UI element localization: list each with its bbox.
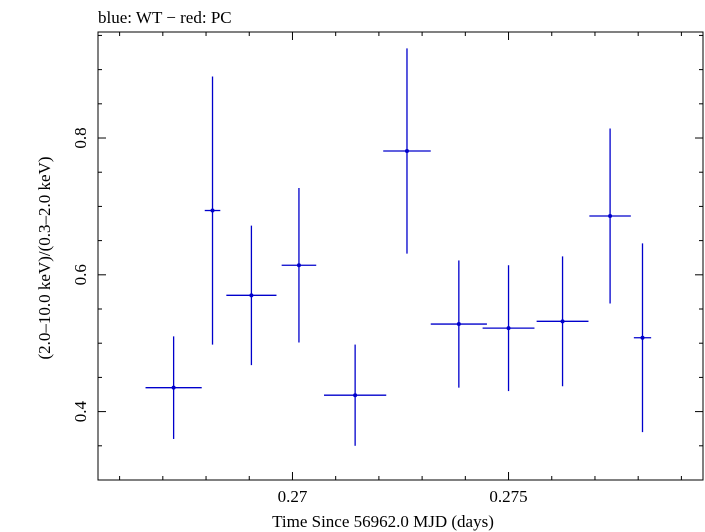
- point-marker: [249, 293, 254, 298]
- y-tick-label: 0.6: [71, 264, 90, 285]
- data-marks: [145, 48, 652, 446]
- data-point: [536, 256, 589, 387]
- x-axis-label: Time Since 56962.0 MJD (days): [272, 512, 494, 531]
- data-point: [226, 225, 277, 366]
- data-point: [204, 76, 221, 345]
- point-marker: [171, 385, 176, 390]
- data-point: [324, 344, 387, 446]
- data-point: [145, 336, 202, 439]
- point-marker: [608, 213, 613, 218]
- data-point: [482, 265, 535, 392]
- x-tick-label: 0.27: [278, 487, 308, 506]
- point-marker: [210, 208, 215, 213]
- point-marker: [560, 319, 565, 324]
- point-marker: [353, 393, 358, 398]
- data-point: [430, 260, 487, 388]
- chart-title: blue: WT − red: PC: [98, 8, 232, 27]
- y-axis-label: (2.0–10.0 keV)/(0.3–2.0 keV): [35, 156, 54, 359]
- point-marker: [404, 149, 409, 154]
- data-point: [589, 128, 631, 304]
- point-marker: [456, 322, 461, 327]
- point-marker: [506, 326, 511, 331]
- data-point: [383, 48, 431, 254]
- x-tick-label: 0.275: [489, 487, 527, 506]
- point-marker: [296, 263, 301, 268]
- point-marker: [640, 335, 645, 340]
- plot-frame: [97, 31, 704, 481]
- y-tick-label: 0.8: [71, 127, 90, 148]
- axis-ticks: 0.27 0.275 0.4 0.6 0.8: [71, 32, 703, 506]
- data-point: [281, 187, 317, 343]
- data-point: [633, 243, 652, 433]
- y-tick-label: 0.4: [71, 400, 90, 422]
